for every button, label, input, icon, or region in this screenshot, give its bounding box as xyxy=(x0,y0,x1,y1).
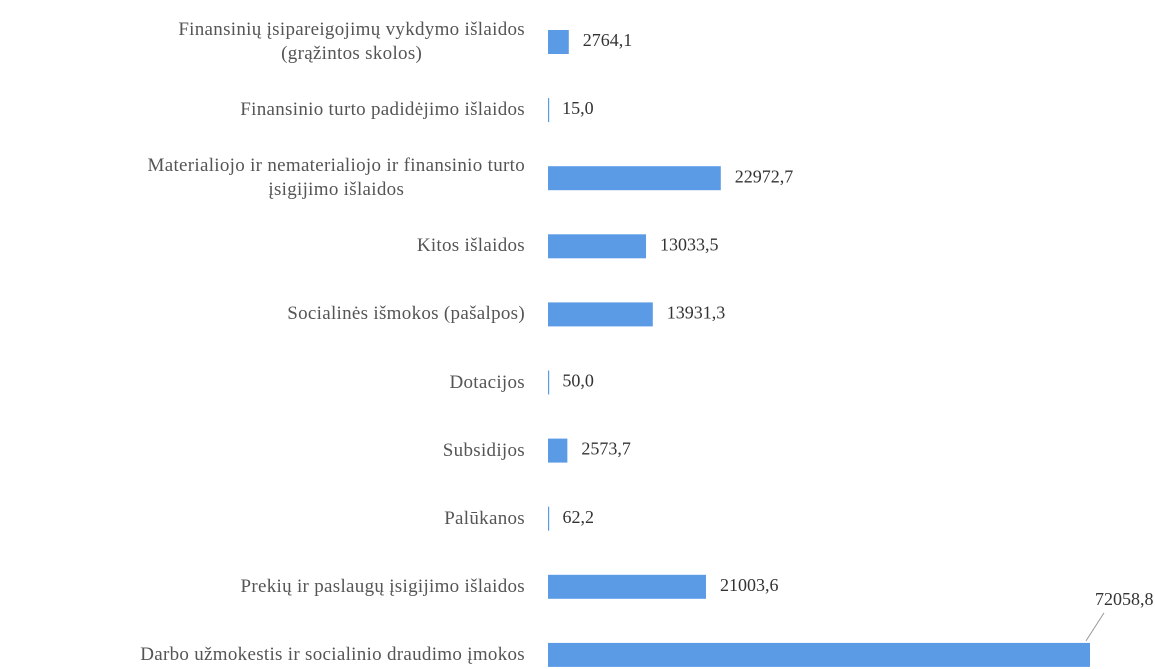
category-label: Kitos išlaidos xyxy=(416,235,525,257)
bar xyxy=(548,370,550,395)
value-label: 15,0 xyxy=(562,98,594,118)
bar xyxy=(548,506,550,531)
bar xyxy=(548,574,706,599)
value-label: 13931,3 xyxy=(667,303,726,323)
value-label: 22972,7 xyxy=(735,166,794,186)
bar xyxy=(548,234,647,259)
bar xyxy=(548,166,721,191)
leader-line xyxy=(1085,612,1105,642)
bar xyxy=(548,30,569,54)
bar xyxy=(548,302,653,327)
value-label: 13033,5 xyxy=(660,234,719,254)
value-label: 2573,7 xyxy=(581,439,631,459)
category-label: Darbo užmokestis ir socialinio draudimo … xyxy=(140,643,525,665)
category-label: Finansinio turto padidėjimo išlaidos xyxy=(240,99,525,121)
value-label: 50,0 xyxy=(562,371,594,391)
category-label: Palūkanos xyxy=(444,507,525,529)
value-label: 21003,6 xyxy=(720,575,779,595)
category-label: Finansinių įsipareigojimų vykdymo išlaid… xyxy=(178,19,525,64)
category-label: Materialiojo ir nematerialiojo ir finans… xyxy=(147,155,525,201)
category-label: Prekių ir paslaugų įsigijimo išlaidos xyxy=(240,575,525,597)
bar xyxy=(548,438,568,463)
category-label: Dotacijos xyxy=(449,371,525,393)
bar xyxy=(548,642,1090,667)
value-label: 2764,1 xyxy=(583,30,633,50)
bar xyxy=(548,98,550,123)
value-label: 72058,8 xyxy=(1095,589,1154,609)
value-label: 62,2 xyxy=(562,507,594,527)
category-label: Socialinės išmokos (pašalpos) xyxy=(287,303,525,325)
category-label: Subsidijos xyxy=(442,439,525,461)
